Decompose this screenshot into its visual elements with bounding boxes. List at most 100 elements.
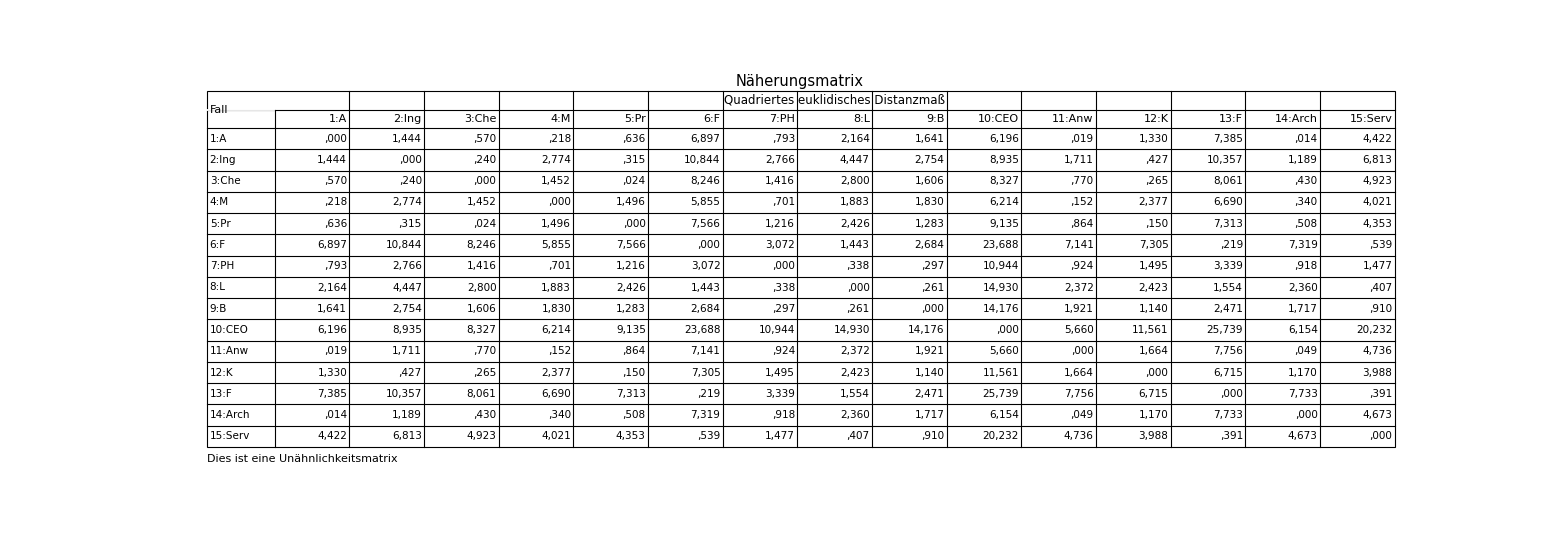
Text: 1,830: 1,830 — [914, 197, 944, 208]
Text: 1,496: 1,496 — [541, 219, 571, 229]
Text: 2,754: 2,754 — [392, 304, 421, 314]
Text: 6,196: 6,196 — [317, 325, 348, 335]
Text: 9:B: 9:B — [209, 304, 228, 314]
Text: 5,660: 5,660 — [1064, 325, 1094, 335]
Text: 13:F: 13:F — [1218, 114, 1243, 124]
Text: 8,327: 8,327 — [466, 325, 496, 335]
Text: 1,496: 1,496 — [616, 197, 646, 208]
Text: 2,766: 2,766 — [392, 261, 421, 271]
Text: 6,196: 6,196 — [989, 134, 1019, 144]
Text: 1,830: 1,830 — [541, 304, 571, 314]
Text: 9,135: 9,135 — [616, 325, 646, 335]
Text: ,297: ,297 — [920, 261, 944, 271]
Text: 1,444: 1,444 — [317, 155, 348, 165]
Text: 3,072: 3,072 — [691, 261, 721, 271]
Text: ,049: ,049 — [1295, 346, 1318, 356]
Text: ,338: ,338 — [847, 261, 870, 271]
Text: ,000: ,000 — [399, 155, 421, 165]
Text: 1,140: 1,140 — [914, 368, 944, 378]
Text: 2,684: 2,684 — [691, 304, 721, 314]
Text: 2,471: 2,471 — [914, 389, 944, 399]
Text: 5,660: 5,660 — [989, 346, 1019, 356]
Text: ,297: ,297 — [772, 304, 796, 314]
Text: ,701: ,701 — [772, 197, 796, 208]
Text: ,000: ,000 — [324, 134, 348, 144]
Text: 1,216: 1,216 — [766, 219, 796, 229]
Text: Fall: Fall — [209, 105, 228, 114]
Text: 7,141: 7,141 — [1064, 240, 1094, 250]
Text: 1,477: 1,477 — [1362, 261, 1393, 271]
Text: 20,232: 20,232 — [983, 431, 1019, 441]
Text: 10,944: 10,944 — [758, 325, 796, 335]
Text: 1,606: 1,606 — [466, 304, 496, 314]
Text: 4,673: 4,673 — [1362, 410, 1393, 420]
Text: 3,339: 3,339 — [766, 389, 796, 399]
Text: 7,319: 7,319 — [1289, 240, 1318, 250]
Text: 4,736: 4,736 — [1362, 346, 1393, 356]
Text: 3:Che: 3:Che — [209, 176, 240, 186]
Text: 4,422: 4,422 — [317, 431, 348, 441]
Text: 6,214: 6,214 — [989, 197, 1019, 208]
Text: ,265: ,265 — [1145, 176, 1168, 186]
Text: ,340: ,340 — [548, 410, 571, 420]
Text: 8:L: 8:L — [209, 282, 226, 293]
Text: ,508: ,508 — [622, 410, 646, 420]
Text: 1,443: 1,443 — [691, 282, 721, 293]
Text: 5,855: 5,855 — [691, 197, 721, 208]
Text: ,793: ,793 — [324, 261, 348, 271]
Text: 1,330: 1,330 — [317, 368, 348, 378]
Text: 6,715: 6,715 — [1214, 368, 1243, 378]
Text: ,000: ,000 — [922, 304, 944, 314]
Text: ,240: ,240 — [473, 155, 496, 165]
Text: 2,754: 2,754 — [914, 155, 944, 165]
Text: ,049: ,049 — [1070, 410, 1094, 420]
Text: 2,774: 2,774 — [392, 197, 421, 208]
Text: ,000: ,000 — [1295, 410, 1318, 420]
Text: 14:Arch: 14:Arch — [1275, 114, 1318, 124]
Text: 1,717: 1,717 — [914, 410, 944, 420]
Text: 2,360: 2,360 — [839, 410, 870, 420]
Text: 1,216: 1,216 — [616, 261, 646, 271]
Text: 6,897: 6,897 — [691, 134, 721, 144]
Text: 10,944: 10,944 — [983, 261, 1019, 271]
Text: 4,422: 4,422 — [1362, 134, 1393, 144]
Text: ,240: ,240 — [399, 176, 421, 186]
Text: 4:M: 4:M — [209, 197, 229, 208]
Text: ,315: ,315 — [622, 155, 646, 165]
Text: 8,061: 8,061 — [1214, 176, 1243, 186]
Text: 4,673: 4,673 — [1289, 431, 1318, 441]
Text: 6,897: 6,897 — [317, 240, 348, 250]
Text: 25,739: 25,739 — [983, 389, 1019, 399]
Text: ,019: ,019 — [324, 346, 348, 356]
Text: 1,554: 1,554 — [1214, 282, 1243, 293]
Text: 1,883: 1,883 — [839, 197, 870, 208]
Text: ,430: ,430 — [1295, 176, 1318, 186]
Text: 4,021: 4,021 — [541, 431, 571, 441]
Text: ,000: ,000 — [622, 219, 646, 229]
Text: 1,170: 1,170 — [1139, 410, 1168, 420]
Text: 4,447: 4,447 — [392, 282, 421, 293]
Text: Näherungsmatrix: Näherungsmatrix — [735, 74, 864, 89]
Text: 2:Ing: 2:Ing — [393, 114, 421, 124]
Text: ,910: ,910 — [1370, 304, 1393, 314]
Text: ,000: ,000 — [1220, 389, 1243, 399]
Text: 5,855: 5,855 — [541, 240, 571, 250]
Text: 4,353: 4,353 — [1362, 219, 1393, 229]
Text: 1,495: 1,495 — [1139, 261, 1168, 271]
Text: ,701: ,701 — [548, 261, 571, 271]
Text: ,152: ,152 — [548, 346, 571, 356]
Text: 7,313: 7,313 — [616, 389, 646, 399]
Text: 1,452: 1,452 — [541, 176, 571, 186]
Text: 4,736: 4,736 — [1064, 431, 1094, 441]
Text: ,340: ,340 — [1295, 197, 1318, 208]
Text: ,000: ,000 — [1370, 431, 1393, 441]
Text: 4,447: 4,447 — [839, 155, 870, 165]
Text: ,150: ,150 — [1145, 219, 1168, 229]
Text: 6,690: 6,690 — [1214, 197, 1243, 208]
Text: 1,921: 1,921 — [1064, 304, 1094, 314]
Text: 3,988: 3,988 — [1362, 368, 1393, 378]
Text: 10,357: 10,357 — [1207, 155, 1243, 165]
Text: 9,135: 9,135 — [989, 219, 1019, 229]
Text: 1,717: 1,717 — [1289, 304, 1318, 314]
Text: 1,641: 1,641 — [914, 134, 944, 144]
